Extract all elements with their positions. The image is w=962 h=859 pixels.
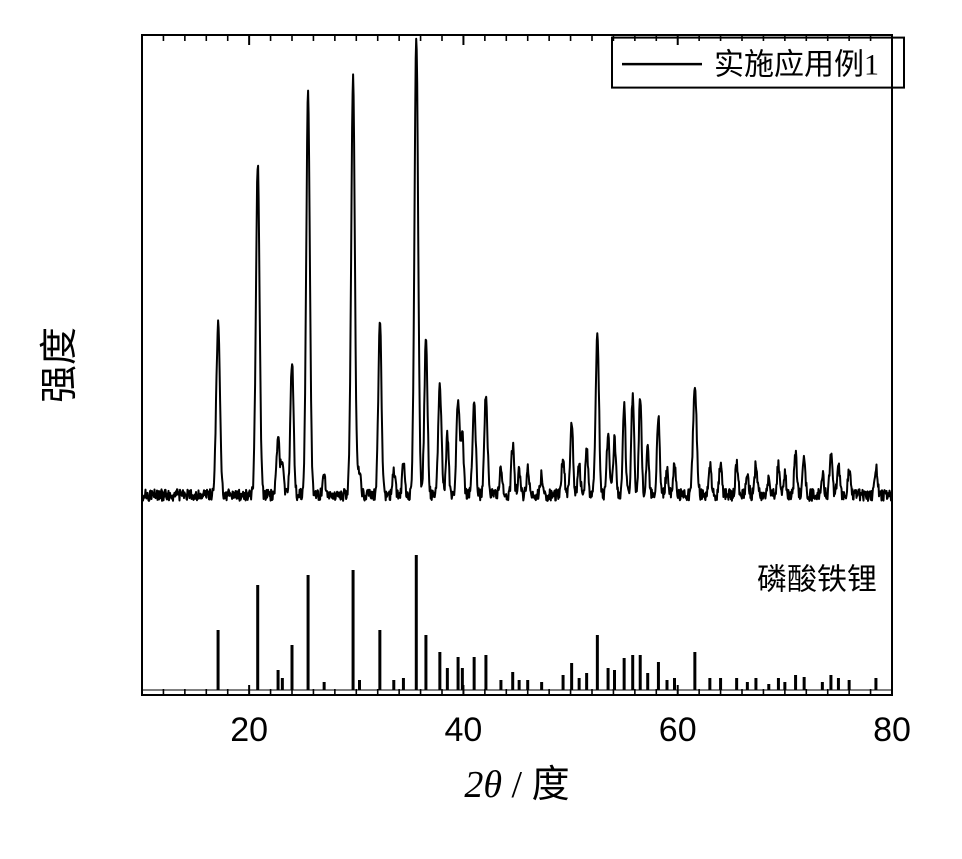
svg-text:2θ / 度: 2θ / 度 (464, 764, 569, 806)
svg-text:20: 20 (230, 711, 268, 749)
svg-text:实施应用例1: 实施应用例1 (714, 49, 879, 82)
svg-text:磷酸铁锂: 磷酸铁锂 (757, 563, 877, 596)
svg-text:60: 60 (659, 711, 697, 749)
xrd-chart: 20 40 60 80 2θ / 度 强度 实施应用例1 磷酸铁锂 (0, 0, 962, 859)
svg-text:强度: 强度 (39, 327, 81, 403)
chart-svg: 20 40 60 80 2θ / 度 强度 实施应用例1 磷酸铁锂 (0, 0, 962, 859)
svg-text:80: 80 (873, 711, 911, 749)
svg-text:40: 40 (445, 711, 483, 749)
